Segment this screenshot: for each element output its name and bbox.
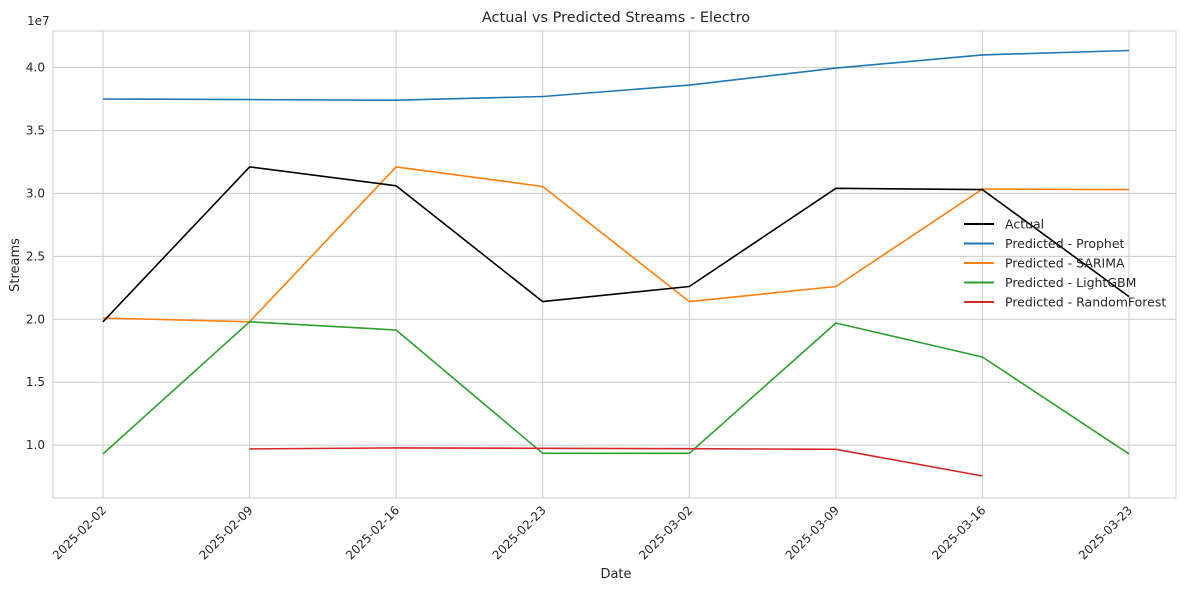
x-tick-label: 2025-03-23 xyxy=(1076,503,1135,562)
legend-label-predicted-sarima: Predicted - SARIMA xyxy=(1005,256,1125,271)
series-line-predicted-lightgbm xyxy=(102,320,1130,455)
legend-label-actual: Actual xyxy=(1005,217,1044,232)
grid xyxy=(53,31,1176,498)
y-tick-label: 4.0 xyxy=(26,61,45,75)
y-tick-labels: 1.0 1.5 2.0 2.5 3.0 3.5 4.0 xyxy=(26,61,45,453)
legend-label-predicted-randomforest: Predicted - RandomForest xyxy=(1005,295,1166,310)
x-tick-label: 2025-03-16 xyxy=(929,503,988,562)
y-axis-title: Streams xyxy=(8,238,23,292)
x-tick-label: 2025-02-16 xyxy=(343,503,402,562)
chart-title: Actual vs Predicted Streams - Electro xyxy=(482,10,750,26)
x-tick-label: 2025-02-02 xyxy=(50,503,109,562)
x-tick-label: 2025-03-09 xyxy=(783,503,842,562)
x-tick-label: 2025-02-23 xyxy=(490,503,549,562)
series-line-predicted-randomforest xyxy=(249,447,983,477)
series-line-predicted-sarima xyxy=(102,166,1130,323)
series-line-actual xyxy=(102,166,1130,323)
x-tick-label: 2025-03-02 xyxy=(636,503,695,562)
y-tick-label: 2.5 xyxy=(26,249,45,263)
series-lines xyxy=(102,49,1130,477)
plot-frame xyxy=(52,30,1177,499)
y-axis-multiplier: 1e7 xyxy=(27,14,50,28)
x-axis-title: Date xyxy=(600,567,631,582)
y-tick-label: 1.0 xyxy=(26,438,45,452)
y-tick-label: 3.5 xyxy=(26,123,45,137)
legend-label-predicted-prophet: Predicted - Prophet xyxy=(1005,236,1125,251)
legend-label-predicted-lightgbm: Predicted - LightGBM xyxy=(1005,275,1136,290)
legend: Actual Predicted - Prophet Predicted - SAR… xyxy=(964,217,1166,310)
y-tick-label: 1.5 xyxy=(26,375,45,389)
y-tick-label: 2.0 xyxy=(26,312,45,326)
series-line-predicted-prophet xyxy=(102,49,1130,101)
x-tick-labels: 2025-02-02 2025-02-09 2025-02-16 2025-02-23… xyxy=(50,503,1135,562)
x-tick-label: 2025-02-09 xyxy=(196,503,255,562)
y-tick-label: 3.0 xyxy=(26,186,45,200)
